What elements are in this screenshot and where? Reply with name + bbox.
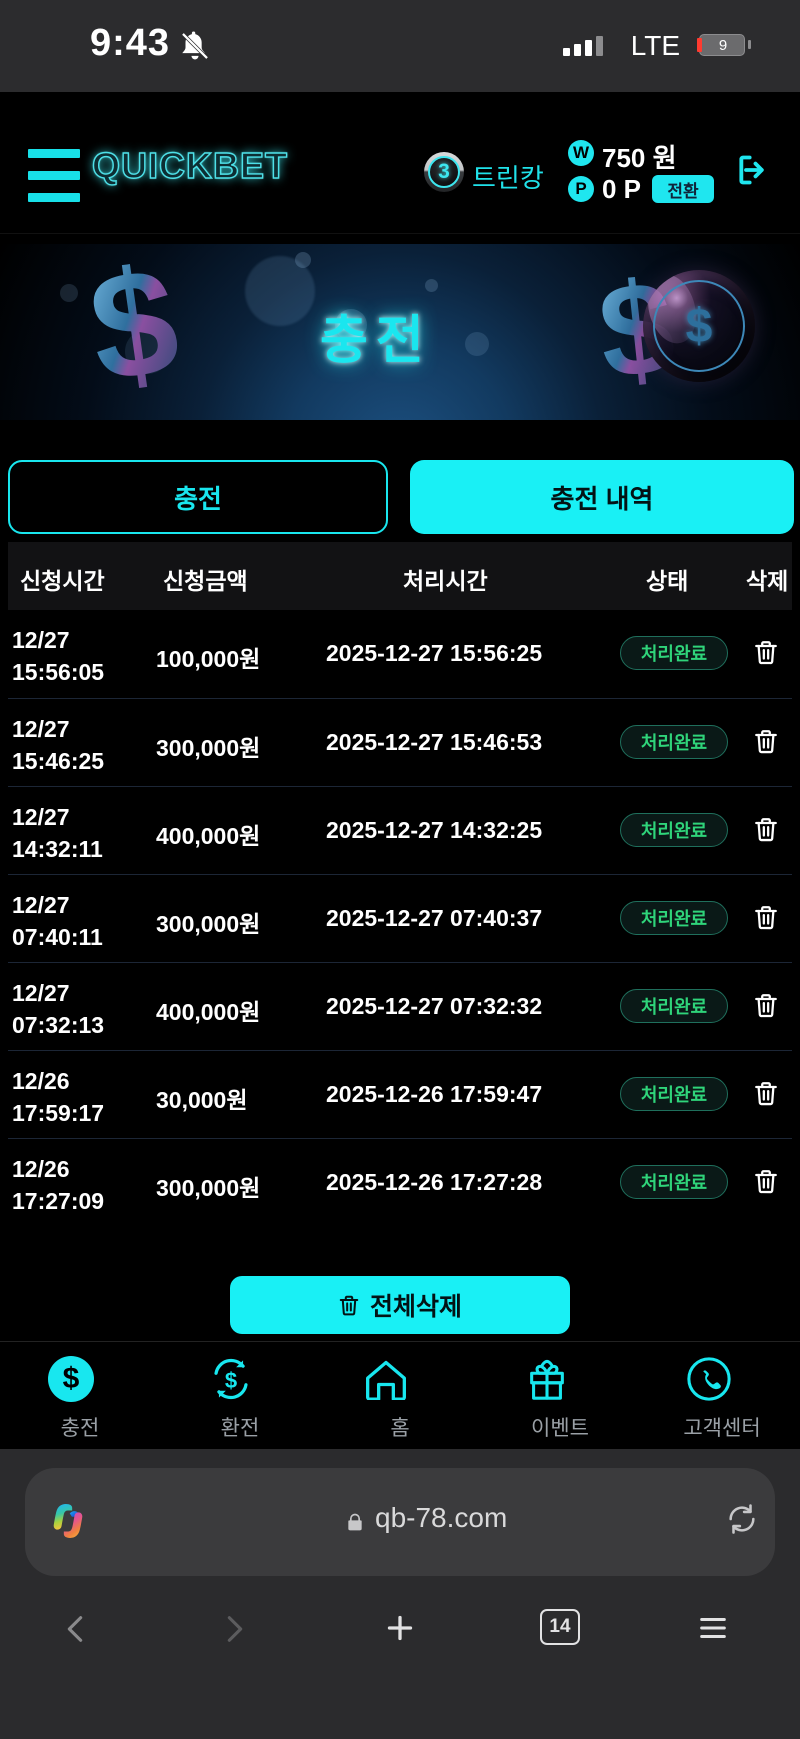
svg-text:$: $	[80, 252, 187, 412]
svg-text:$: $	[225, 1368, 237, 1393]
